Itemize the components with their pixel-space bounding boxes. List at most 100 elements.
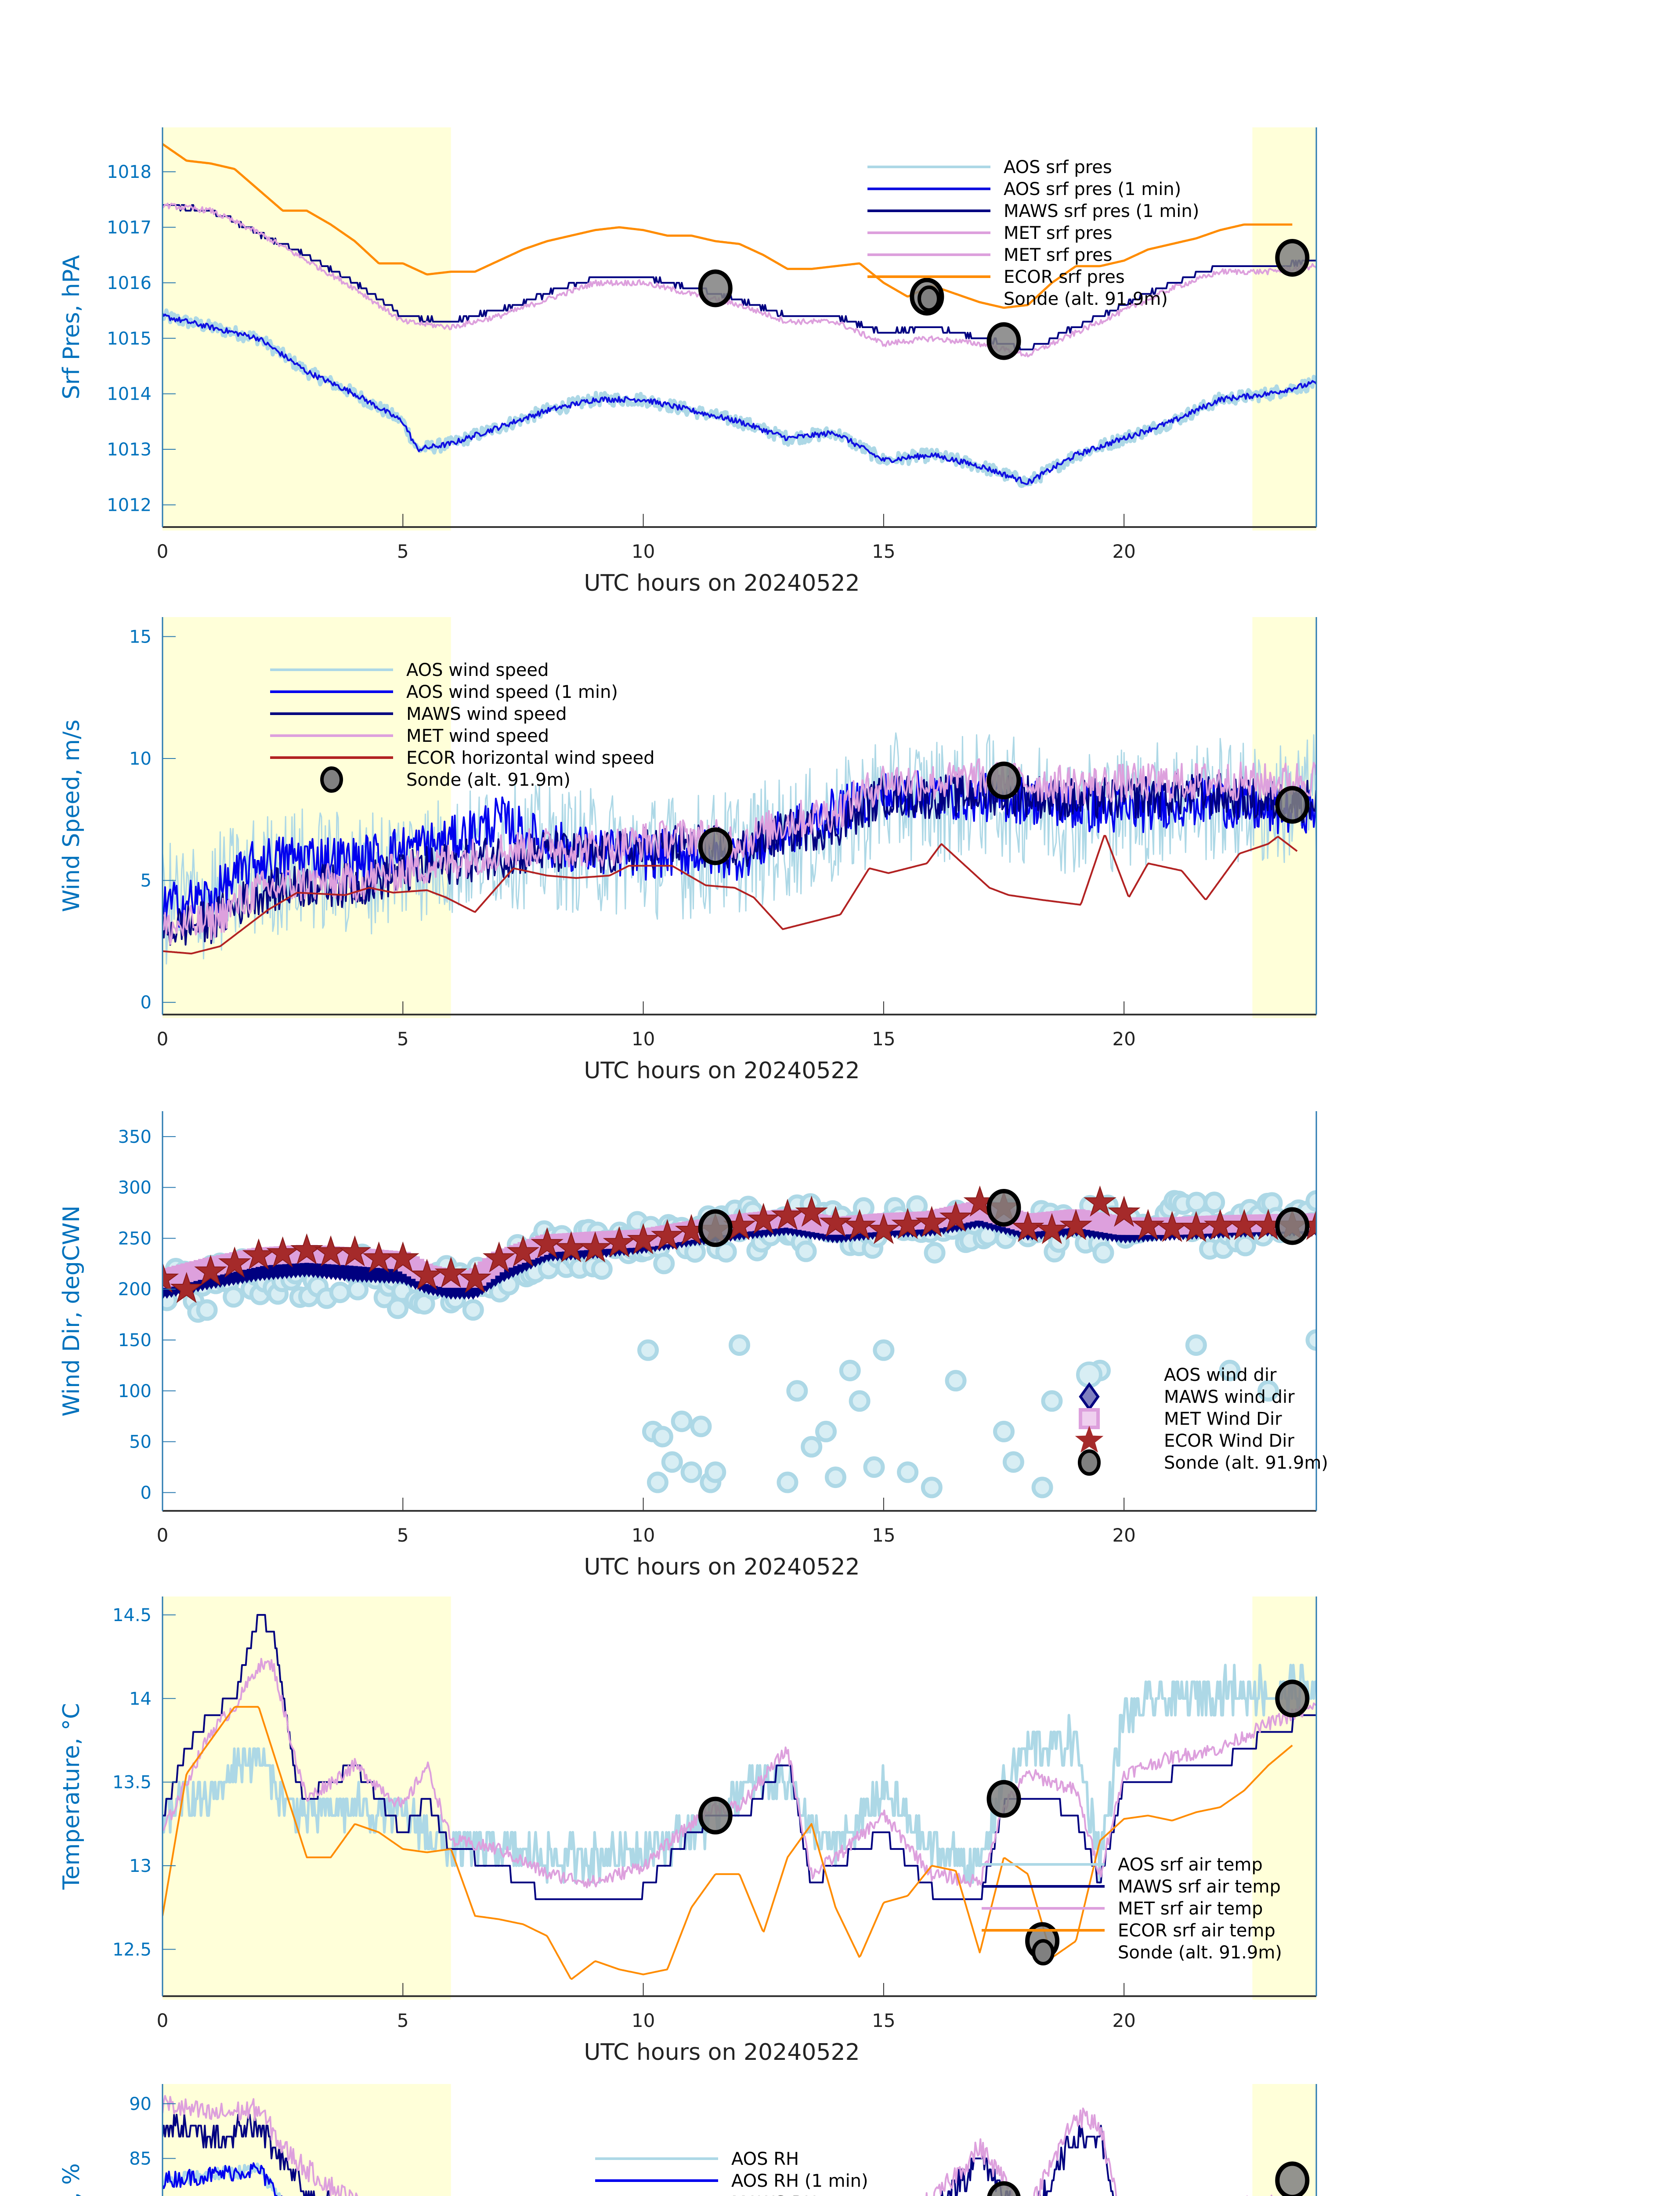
y-tick-label: 14.5 [112,1605,152,1625]
data-point [1035,1213,1069,1244]
x-tick-label: 0 [157,541,169,562]
legend-item: MET wind speed [270,726,549,746]
outlier-point [671,1410,693,1432]
outlier-point [993,1420,1015,1442]
sonde-point [987,2181,1021,2196]
data-point [795,1240,817,1262]
legend-label: MET srf pres [1004,223,1112,243]
outlier-point [1219,1359,1241,1381]
legend-label: Sonde (alt. 91.9m) [1118,1943,1282,1963]
data-point [163,1261,179,1293]
legend-item: MAWS wind dir [1079,1382,1295,1412]
legend-label: AOS wind dir [1164,1365,1277,1385]
legend-item: AOS RH [595,2149,799,2169]
data-point [329,1282,351,1304]
y-tick-label: 1017 [107,218,152,238]
data-point [1305,1190,1316,1212]
x-tick-label: 15 [872,1028,895,1050]
data-point [387,1241,419,1273]
sonde-point [1275,1207,1310,1245]
panel-relative_humidity: 0510152060657075808590UTC hours on 20240… [58,2084,1317,2196]
legend-label: AOS srf air temp [1118,1855,1263,1875]
legend-item: AOS wind dir [1076,1362,1277,1388]
plot-area [163,1614,1316,1980]
x-tick-label: 15 [872,2010,895,2031]
data-point [266,1236,299,1268]
outlier-point [945,1370,967,1392]
outlier-point [815,1420,837,1442]
legend-item: Sonde (alt. 91.9m) [918,285,1168,312]
outlier-point [651,1426,673,1448]
x-axis-label: UTC hours on 20240522 [584,1058,860,1084]
y-tick-label: 350 [118,1127,152,1147]
outlier-point [1031,1477,1053,1499]
legend-label: ECOR horizontal wind speed [406,748,655,768]
y-tick-label: 100 [118,1381,152,1401]
x-tick-label: 0 [157,1524,169,1546]
x-tick-label: 0 [157,1028,169,1050]
x-tick-label: 15 [872,541,895,562]
data-point [627,1223,660,1254]
sonde-point [1275,2161,1310,2196]
x-tick-label: 10 [632,541,655,562]
sonde-point [698,269,733,307]
x-tick-label: 10 [632,1028,655,1050]
data-point [434,1257,467,1288]
legend-item: AOS RH (1 min) [595,2171,868,2191]
data-point [939,1200,972,1232]
plot-area [163,732,1316,965]
legend-item: AOS srf pres [867,157,1112,177]
series-met-srf-pres [163,202,1316,358]
y-tick-label: 13 [129,1856,152,1876]
legend-item: Sonde (alt. 91.9m) [1078,1449,1328,1476]
data-point [462,1299,484,1321]
sonde-point [698,1796,733,1835]
legend-label: AOS RH [731,2149,799,2169]
series-aos-srf-pres-1-min- [163,313,1316,485]
star-marker-icon [1075,1426,1104,1453]
legend-item: ECOR srf pres [867,267,1125,287]
legend-item: ECOR srf air temp [982,1921,1275,1941]
panel-temperature: 0 5 10 15 20 12.5 13 13.5 14 14.5 UTC hours on 202… [58,1596,1317,2066]
daylight-shading [1252,127,1316,531]
legend-item: AOS srf air temp [982,1855,1263,1875]
outlier-point [777,1471,798,1493]
legend-label: MAWS srf air temp [1118,1877,1281,1897]
series-ecor-srf-pres [163,143,1293,309]
sonde-point [1275,239,1310,277]
data-point [338,1235,372,1267]
x-tick-label: 0 [157,2010,169,2031]
sonde-point [1275,1680,1310,1718]
y-tick-label: 1016 [107,273,152,293]
y-axis-label: Wind Speed, m/s [58,719,85,912]
data-point [194,1254,227,1286]
outlier-point [1002,1451,1024,1473]
outlier-point [921,1477,943,1499]
legend-label: ECOR srf air temp [1118,1921,1275,1941]
sonde-point [986,1780,1021,1818]
x-tick-label: 10 [632,1524,655,1546]
sonde-point [1275,786,1310,824]
y-tick-label: 1013 [107,440,152,460]
legend-label: AOS srf pres (1 min) [1004,179,1181,199]
outlier-point [849,1390,871,1412]
y-tick-label: 0 [141,993,152,1013]
outlier-point [801,1436,823,1458]
x-tick-label: 5 [397,1028,409,1050]
legend-label: MAWS srf pres (1 min) [1004,201,1199,221]
data-point [843,1209,876,1240]
legend-label: MAWS wind dir [1164,1387,1295,1407]
y-tick-label: 0 [141,1483,152,1503]
x-tick-label: 10 [632,2010,655,2031]
legend-item: MET srf pres [867,245,1112,265]
data-point [387,1297,409,1319]
series-met-srf-air-temp [163,1658,1316,1889]
data-point [218,1246,251,1278]
y-tick-label: 90 [129,2094,152,2114]
y-tick-label: 300 [118,1178,152,1198]
diamond-marker-icon [1079,1382,1100,1412]
